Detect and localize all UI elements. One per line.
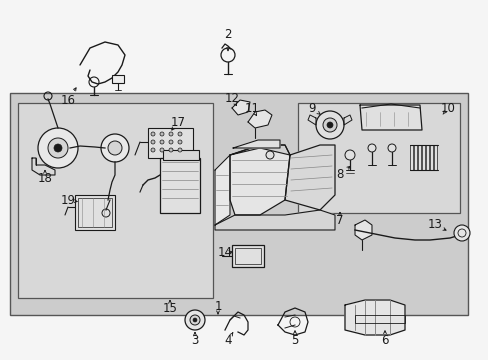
Text: 8: 8 — [336, 168, 343, 181]
Circle shape — [178, 148, 182, 152]
Bar — [425, 145, 428, 170]
Text: 17: 17 — [170, 116, 185, 129]
Text: 16: 16 — [61, 94, 75, 107]
Circle shape — [178, 132, 182, 136]
Circle shape — [48, 138, 68, 158]
Text: 13: 13 — [427, 219, 442, 231]
Circle shape — [54, 144, 62, 152]
Circle shape — [169, 148, 173, 152]
Circle shape — [169, 132, 173, 136]
Circle shape — [345, 150, 354, 160]
Bar — [421, 145, 424, 170]
Bar — [354, 315, 404, 323]
Circle shape — [265, 151, 273, 159]
Circle shape — [169, 140, 173, 144]
Circle shape — [160, 148, 163, 152]
Text: 19: 19 — [61, 194, 75, 207]
Text: 6: 6 — [381, 333, 388, 346]
Text: 10: 10 — [440, 102, 454, 114]
Bar — [429, 145, 432, 170]
Polygon shape — [229, 145, 289, 215]
Bar — [417, 145, 420, 170]
Circle shape — [101, 134, 129, 162]
Text: 2: 2 — [224, 28, 231, 41]
Text: 14: 14 — [217, 246, 232, 258]
Text: 7: 7 — [336, 213, 343, 226]
Bar — [433, 145, 436, 170]
Polygon shape — [231, 100, 249, 115]
Circle shape — [160, 132, 163, 136]
Bar — [413, 145, 416, 170]
Polygon shape — [354, 220, 371, 240]
Circle shape — [160, 140, 163, 144]
Circle shape — [38, 128, 78, 168]
Circle shape — [190, 315, 200, 325]
Text: 12: 12 — [224, 91, 239, 104]
Circle shape — [453, 225, 469, 241]
Bar — [231, 245, 264, 267]
Circle shape — [193, 318, 197, 322]
Bar — [10, 93, 467, 315]
Circle shape — [315, 111, 343, 139]
Circle shape — [323, 118, 336, 132]
Bar — [160, 158, 200, 213]
Polygon shape — [215, 155, 229, 225]
Circle shape — [151, 148, 155, 152]
Bar — [409, 145, 412, 170]
Polygon shape — [229, 145, 289, 155]
Polygon shape — [247, 110, 271, 128]
Text: 11: 11 — [244, 102, 259, 114]
Circle shape — [178, 140, 182, 144]
Polygon shape — [215, 210, 334, 230]
Text: 3: 3 — [191, 333, 198, 346]
Polygon shape — [345, 300, 404, 335]
Bar — [78, 198, 112, 227]
Text: 1: 1 — [214, 301, 221, 314]
Bar — [148, 128, 193, 158]
Circle shape — [326, 122, 332, 128]
Circle shape — [151, 140, 155, 144]
Bar — [75, 195, 115, 230]
Circle shape — [387, 144, 395, 152]
Bar — [297, 103, 459, 213]
Circle shape — [108, 141, 122, 155]
Circle shape — [151, 132, 155, 136]
Polygon shape — [359, 105, 421, 130]
Bar — [235, 248, 261, 264]
Circle shape — [367, 144, 375, 152]
Bar — [18, 103, 213, 298]
Text: 15: 15 — [162, 302, 177, 315]
Bar — [163, 150, 199, 160]
Text: 9: 9 — [307, 102, 315, 114]
Polygon shape — [285, 145, 334, 210]
Text: 5: 5 — [291, 333, 298, 346]
Bar — [112, 75, 124, 83]
Circle shape — [184, 310, 204, 330]
Polygon shape — [232, 140, 280, 148]
Text: 18: 18 — [38, 171, 52, 184]
Text: 4: 4 — [224, 333, 231, 346]
